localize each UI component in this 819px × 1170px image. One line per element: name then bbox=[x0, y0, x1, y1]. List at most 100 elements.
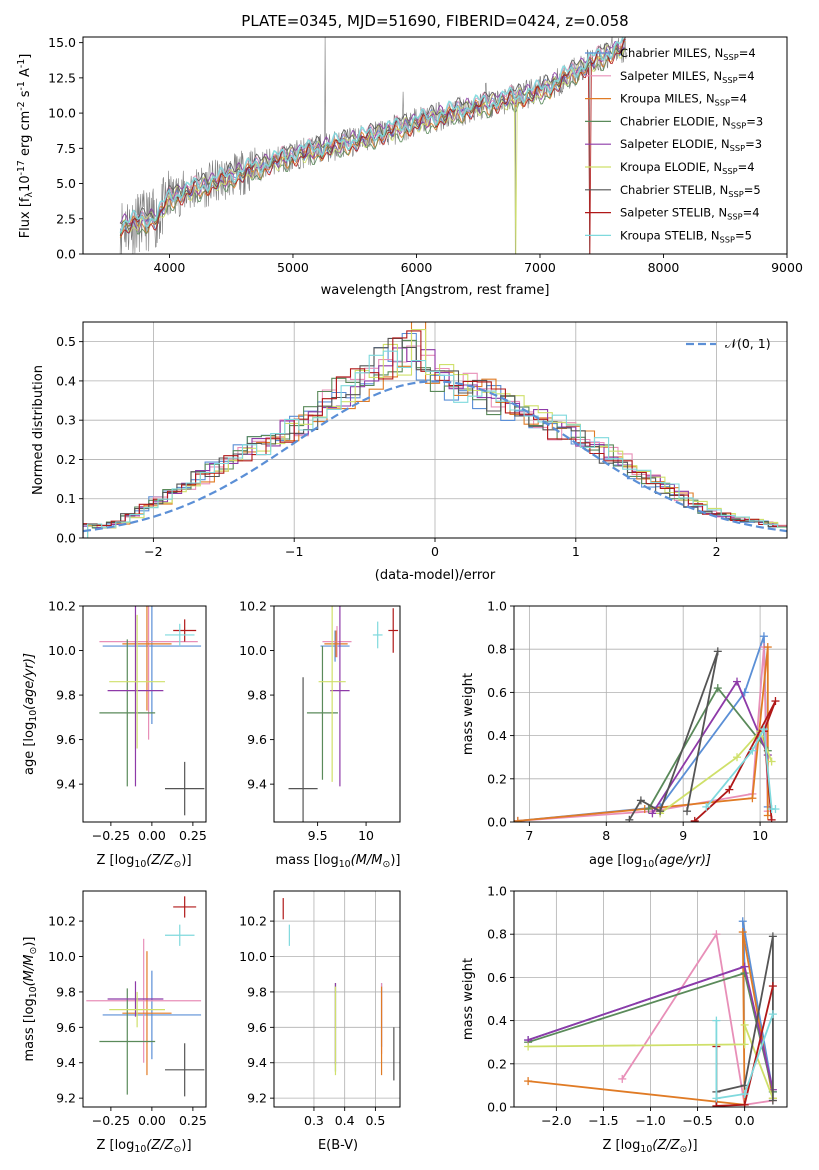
z-age-ytick-label: 9.6 bbox=[56, 732, 76, 747]
ebv-mass-xtick-label: 0.4 bbox=[335, 1113, 355, 1128]
histogram-ytick-label: 0.4 bbox=[56, 373, 76, 388]
legend-label-chabrier_miles: Chabrier MILES, NSSP=4 bbox=[620, 46, 756, 62]
z-weight-line-kroupa_stelib bbox=[715, 1013, 774, 1100]
model-spectrum-salpeter_stelib bbox=[120, 38, 626, 254]
spectrum-ytick-label: 0.0 bbox=[56, 247, 76, 262]
mass-age-ytick-label: 10.0 bbox=[239, 643, 267, 658]
z-age-plot-area bbox=[99, 606, 205, 816]
z-weight-xtick-label: 0.0 bbox=[735, 1113, 755, 1128]
ebv-mass-frame bbox=[273, 890, 401, 1108]
spectrum-ytick-label: 5.0 bbox=[56, 176, 76, 191]
spectrum-ytick-label: 2.5 bbox=[56, 211, 76, 226]
histogram-ytick-label: 0.1 bbox=[56, 491, 76, 506]
histogram-xtick-label: 0 bbox=[431, 544, 439, 559]
z-weight-xtick-label: −2.0 bbox=[541, 1113, 571, 1128]
z-mass-ytick-label: 9.4 bbox=[56, 1055, 76, 1070]
text-layer: 4000 5000 6000 7000 8000 90000.02.55.07.510.0… bbox=[16, 12, 803, 1155]
z-mass-ytick-label: 10.2 bbox=[48, 914, 76, 929]
histogram-kroupa_miles bbox=[87, 322, 787, 538]
z-weight-ytick-label: 0.4 bbox=[487, 1013, 507, 1028]
histogram-xtick-label: −1 bbox=[285, 544, 303, 559]
z-mass-xlabel: Z [log10(Z/Z⊙)] bbox=[96, 1138, 191, 1155]
ebv-mass-ytick-label: 9.2 bbox=[247, 1091, 267, 1106]
histogram-chabrier_miles bbox=[83, 332, 783, 529]
mass-age-xtick-label: 10 bbox=[358, 828, 374, 843]
histogram-xtick-label: 2 bbox=[713, 544, 721, 559]
ebv-mass-xtick-label: 0.3 bbox=[304, 1113, 324, 1128]
age-weight-ytick-label: 0.2 bbox=[487, 771, 507, 786]
z-age-ytick-label: 9.8 bbox=[56, 688, 76, 703]
age-weight-ytick-label: 0.4 bbox=[487, 728, 507, 743]
spectrum-frame bbox=[82, 36, 788, 255]
legend-label-chabrier_stelib: Chabrier STELIB, NSSP=5 bbox=[620, 183, 761, 199]
histogram-ytick-label: 0.0 bbox=[56, 531, 76, 546]
spectrum-ytick-label: 15.0 bbox=[48, 35, 76, 50]
z-weight-line-salpeter_miles bbox=[621, 931, 774, 1106]
legend-label-kroupa_miles: Kroupa MILES, NSSP=4 bbox=[620, 92, 747, 108]
z-weight-xtick-label: −1.0 bbox=[635, 1113, 665, 1128]
age-weight-frame bbox=[513, 605, 788, 823]
spectrum-ytick-label: 10.0 bbox=[48, 106, 76, 121]
model-spectrum-chabrier_stelib bbox=[119, 37, 626, 231]
age-weight-line-salpeter_miles bbox=[517, 646, 769, 822]
spectrum-plot-area bbox=[119, 37, 627, 254]
mass-age-ytick-label: 9.8 bbox=[247, 688, 267, 703]
histogram-xtick-label: −2 bbox=[144, 544, 162, 559]
z-weight-line-kroupa_elodie bbox=[528, 1024, 774, 1099]
mass-age-xlabel: mass [log10(M/M⊙)] bbox=[276, 853, 401, 870]
z-age-ytick-label: 10.0 bbox=[48, 643, 76, 658]
ebv-mass-xtick-label: 0.5 bbox=[365, 1113, 385, 1128]
z-age-ytick-label: 10.2 bbox=[48, 599, 76, 614]
z-mass-plot-area bbox=[86, 896, 205, 1097]
histogram-xlabel: (data-model)/error bbox=[375, 568, 496, 583]
data-layer bbox=[83, 37, 787, 1107]
ebv-mass-ytick-label: 9.4 bbox=[247, 1055, 267, 1070]
spectrum-ylabel: Flux [fλ10-17 erg cm-2 s-1 A-1] bbox=[16, 54, 35, 239]
legend-label-salpeter_miles: Salpeter MILES, NSSP=4 bbox=[620, 69, 755, 85]
ebv-mass-plot-area bbox=[282, 898, 395, 1081]
z-weight-xlabel: Z [log10(Z/Z⊙)] bbox=[602, 1138, 697, 1155]
histogram-kroupa_stelib bbox=[87, 350, 787, 538]
age-weight-xtick-label: 10 bbox=[752, 828, 768, 843]
histogram-xtick-label: 1 bbox=[572, 544, 580, 559]
legend-label-normal: 𝒩(0, 1) bbox=[725, 336, 771, 351]
z-weight-ytick-label: 0.6 bbox=[487, 970, 507, 985]
legend-label-kroupa_elodie: Kroupa ELODIE, NSSP=4 bbox=[620, 160, 755, 176]
mass-age-frame bbox=[273, 605, 401, 823]
z-age-xtick-label: 0.25 bbox=[179, 828, 207, 843]
z-age-xtick-label: 0.00 bbox=[138, 828, 166, 843]
ebv-mass-ytick-label: 10.2 bbox=[239, 914, 267, 929]
z-age-ylabel: age [log10(age/yr)] bbox=[22, 653, 39, 775]
z-mass-xtick-label: 0.00 bbox=[138, 1113, 166, 1128]
z-weight-ytick-label: 0.8 bbox=[487, 927, 507, 942]
age-weight-ytick-label: 0.0 bbox=[487, 815, 507, 830]
legend-label-chabrier_elodie: Chabrier ELODIE, NSSP=3 bbox=[620, 114, 763, 130]
mass-age-xtick-label: 9.5 bbox=[308, 828, 328, 843]
z-mass-xtick-label: −0.25 bbox=[92, 1113, 130, 1128]
age-weight-line-chabrier_miles bbox=[517, 635, 769, 822]
z-weight-ylabel: mass weight bbox=[461, 958, 476, 1040]
age-weight-ylabel: mass weight bbox=[461, 673, 476, 755]
z-age-ytick-label: 9.4 bbox=[56, 777, 76, 792]
spectrum-xtick-label: 4000 bbox=[154, 260, 186, 275]
z-mass-ytick-label: 9.8 bbox=[56, 984, 76, 999]
frame-layer bbox=[79, 36, 788, 1111]
mass-age-ytick-label: 9.4 bbox=[247, 777, 267, 792]
z-mass-ytick-label: 9.6 bbox=[56, 1020, 76, 1035]
age-weight-ytick-label: 0.8 bbox=[487, 642, 507, 657]
z-weight-ytick-label: 0.2 bbox=[487, 1056, 507, 1071]
z-age-xlabel: Z [log10(Z/Z⊙)] bbox=[96, 853, 191, 870]
z-age-frame bbox=[82, 605, 207, 823]
z-weight-ytick-label: 1.0 bbox=[487, 884, 507, 899]
z-mass-ytick-label: 10.0 bbox=[48, 949, 76, 964]
z-weight-xtick-label: −0.5 bbox=[682, 1113, 712, 1128]
age-weight-line-kroupa_miles bbox=[517, 646, 769, 822]
model-spectrum-kroupa_elodie bbox=[119, 44, 626, 254]
z-weight-plot-area bbox=[524, 917, 777, 1107]
age-weight-plot-area bbox=[514, 632, 780, 822]
age-weight-xtick-label: 7 bbox=[525, 828, 533, 843]
spectrum-ytick-label: 7.5 bbox=[56, 141, 76, 156]
spectrum-xtick-label: 6000 bbox=[401, 260, 433, 275]
age-weight-xtick-label: 9 bbox=[679, 828, 687, 843]
